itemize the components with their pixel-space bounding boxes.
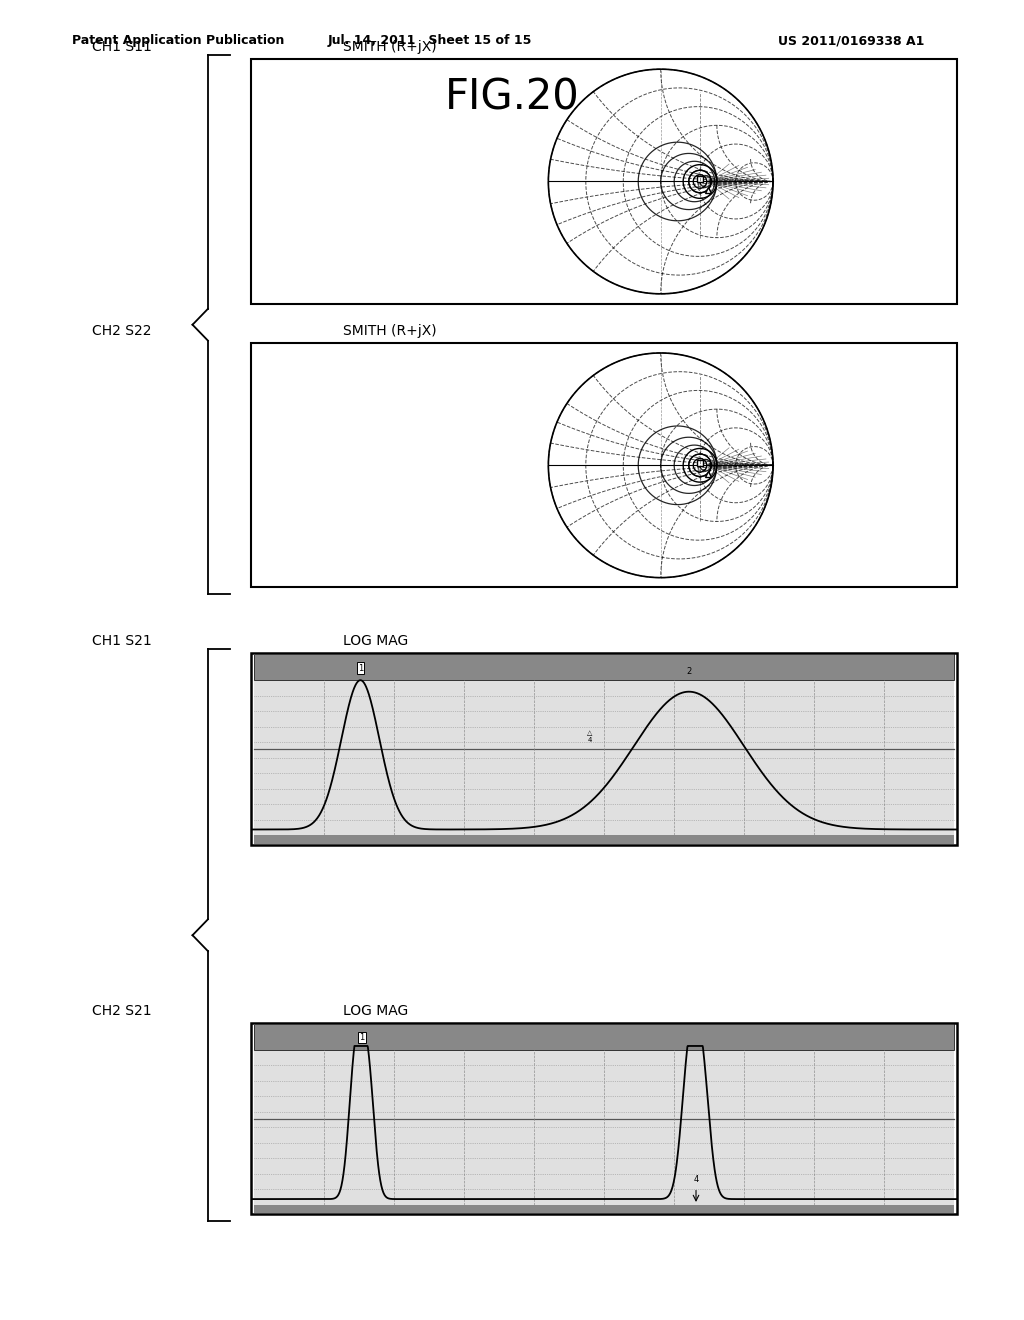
Text: Patent Application Publication: Patent Application Publication: [72, 34, 284, 48]
Text: LOG MAG: LOG MAG: [343, 634, 409, 648]
Text: 4: 4: [693, 1175, 698, 1184]
Text: CH2 S22: CH2 S22: [92, 323, 152, 338]
Text: △
4: △ 4: [588, 730, 593, 743]
Text: CH1 S11: CH1 S11: [92, 40, 152, 54]
Bar: [254, 1024, 954, 1049]
Text: LOG MAG: LOG MAG: [343, 1003, 409, 1018]
Text: Jul. 14, 2011   Sheet 15 of 15: Jul. 14, 2011 Sheet 15 of 15: [328, 34, 532, 48]
Bar: [254, 655, 954, 680]
Text: SMITH (R+jX): SMITH (R+jX): [343, 40, 436, 54]
Text: 1: 1: [359, 1034, 365, 1043]
Bar: [254, 836, 954, 843]
Text: 1: 1: [357, 664, 364, 672]
Text: CH2 S21: CH2 S21: [92, 1003, 152, 1018]
Text: CH1 S21: CH1 S21: [92, 634, 152, 648]
Text: US 2011/0169338 A1: US 2011/0169338 A1: [778, 34, 925, 48]
Text: FIG.20: FIG.20: [444, 77, 580, 119]
Bar: [254, 1205, 954, 1213]
Text: 2: 2: [686, 668, 691, 676]
Text: SMITH (R+jX): SMITH (R+jX): [343, 323, 436, 338]
